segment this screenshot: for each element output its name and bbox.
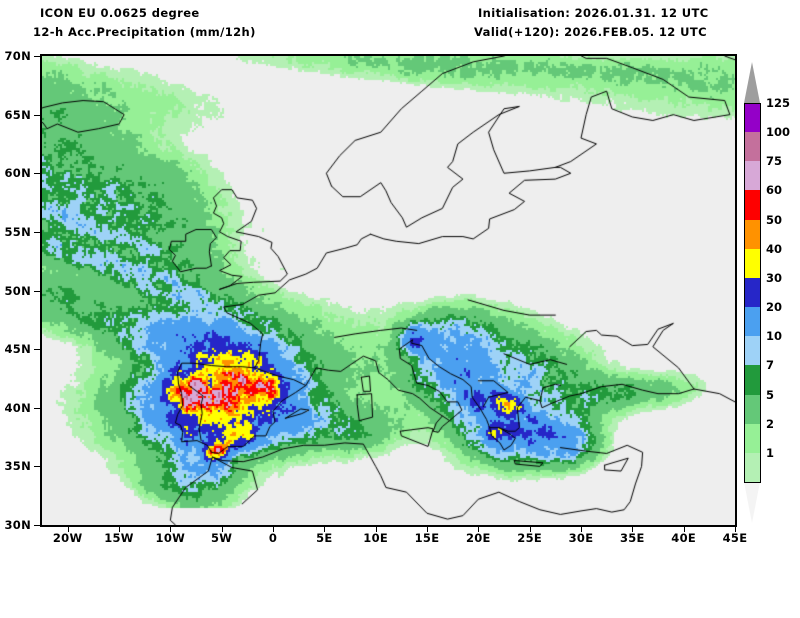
- x-tick: [67, 526, 69, 532]
- y-tick-label: 30N: [4, 518, 31, 532]
- y-tick-label: 50N: [4, 283, 31, 298]
- x-tick-label: 30E: [568, 531, 594, 545]
- x-tick-label: 45E: [722, 531, 748, 545]
- colorbar-tick-label: 75: [766, 154, 783, 169]
- y-tick: [34, 114, 40, 116]
- x-tick-label: 20E: [465, 531, 491, 545]
- colorbar-band: [744, 248, 761, 278]
- colorbar-tick-label: 50: [766, 212, 783, 227]
- y-tick-label: 55N: [4, 224, 31, 239]
- colorbar-band: [744, 336, 761, 366]
- colorbar-band: [744, 190, 761, 220]
- colorbar-edge: [744, 482, 761, 483]
- y-tick: [34, 290, 40, 292]
- y-tick: [34, 349, 40, 351]
- y-tick: [34, 525, 40, 526]
- x-tick: [478, 526, 480, 532]
- x-tick-label: 35E: [619, 531, 645, 545]
- x-tick-label: 20W: [52, 531, 83, 545]
- colorbar-tick-label: 30: [766, 270, 783, 285]
- colorbar[interactable]: [744, 103, 761, 482]
- x-tick: [529, 526, 531, 532]
- y-tick-label: 35N: [4, 459, 31, 474]
- colorbar-band: [744, 423, 761, 453]
- colorbar-band: [744, 307, 761, 337]
- field-title: 12-h Acc.Precipitation (mm/12h): [33, 25, 256, 39]
- y-tick-label: 60N: [4, 166, 31, 181]
- colorbar-tick-label: 10: [766, 329, 783, 344]
- colorbar-tick-label: 2: [766, 416, 775, 431]
- x-tick-label: 10E: [363, 531, 389, 545]
- colorbar-tick-label: 1: [766, 445, 775, 460]
- y-tick: [34, 466, 40, 468]
- x-tick: [581, 526, 582, 532]
- x-tick: [170, 526, 172, 532]
- x-tick-label: 15E: [414, 531, 440, 545]
- colorbar-tick-label: 5: [766, 387, 775, 402]
- colorbar-tick-label: 60: [766, 183, 783, 198]
- colorbar-band: [744, 452, 761, 482]
- x-tick-label: 5W: [211, 531, 233, 545]
- initialisation-time: Initialisation: 2026.01.31. 12 UTC: [478, 6, 709, 20]
- y-tick: [34, 173, 40, 175]
- colorbar-band: [744, 394, 761, 424]
- y-tick: [34, 56, 40, 57]
- x-tick: [119, 526, 120, 532]
- x-tick-label: 10W: [155, 531, 186, 545]
- x-tick: [324, 526, 326, 532]
- x-tick: [427, 526, 428, 532]
- colorbar-band: [744, 161, 761, 191]
- x-tick: [735, 526, 736, 532]
- y-tick-label: 70N: [4, 49, 31, 63]
- colorbar-over-arrow: [744, 62, 760, 103]
- colorbar-under-arrow: [744, 482, 760, 523]
- x-tick: [375, 526, 377, 532]
- model-title: ICON EU 0.0625 degree: [40, 6, 200, 20]
- colorbar-band: [744, 365, 761, 395]
- x-tick-label: 15W: [104, 531, 134, 545]
- colorbar-band: [744, 103, 761, 133]
- colorbar-tick-label: 20: [766, 300, 783, 315]
- y-tick-label: 45N: [4, 342, 31, 357]
- x-tick: [632, 526, 634, 532]
- x-tick: [273, 526, 274, 532]
- colorbar-band: [744, 219, 761, 249]
- y-tick-label: 65N: [4, 107, 31, 122]
- x-tick: [221, 526, 223, 532]
- colorbar-band: [744, 132, 761, 162]
- y-tick: [34, 231, 40, 233]
- y-tick-label: 40N: [4, 400, 31, 415]
- colorbar-tick-label: 7: [766, 358, 775, 373]
- x-tick: [683, 526, 685, 532]
- valid-time: Valid(+120): 2026.FEB.05. 12 UTC: [474, 25, 707, 39]
- x-tick-label: 25E: [517, 531, 543, 545]
- precipitation-raster: [42, 56, 735, 525]
- colorbar-tick-label: 125: [766, 96, 791, 110]
- colorbar-band: [744, 277, 761, 308]
- x-tick-label: 5E: [316, 531, 333, 545]
- precipitation-map[interactable]: [40, 54, 737, 527]
- colorbar-edge: [744, 103, 761, 104]
- y-tick: [34, 407, 40, 409]
- x-tick-label: 40E: [671, 531, 697, 545]
- x-tick-label: 0: [268, 531, 278, 545]
- colorbar-tick-label: 100: [766, 125, 791, 140]
- colorbar-tick-label: 40: [766, 241, 783, 256]
